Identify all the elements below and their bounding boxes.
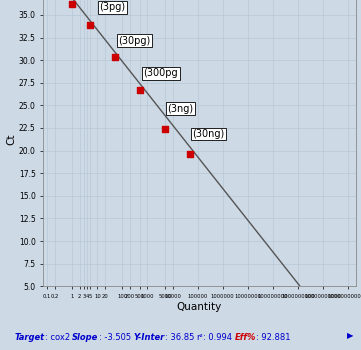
X-axis label: Quantity: Quantity bbox=[177, 302, 222, 312]
Text: r²: r² bbox=[197, 332, 203, 342]
Point bbox=[137, 87, 143, 92]
Text: Y-Inter: Y-Inter bbox=[133, 332, 165, 342]
Text: : -3.505: : -3.505 bbox=[99, 332, 133, 342]
Point bbox=[112, 54, 118, 60]
Text: : 36.85: : 36.85 bbox=[165, 332, 197, 342]
Text: Slope: Slope bbox=[72, 332, 99, 342]
Text: (3ng): (3ng) bbox=[167, 104, 193, 114]
Text: : cox2: : cox2 bbox=[44, 332, 72, 342]
Text: : 0.994: : 0.994 bbox=[203, 332, 235, 342]
Text: (300pg: (300pg bbox=[144, 69, 178, 78]
Text: Eff%: Eff% bbox=[235, 332, 256, 342]
Y-axis label: Ct: Ct bbox=[6, 134, 16, 145]
Point bbox=[69, 1, 75, 7]
Text: : 92.881: : 92.881 bbox=[256, 332, 291, 342]
Text: ▶: ▶ bbox=[347, 331, 353, 340]
Point bbox=[187, 151, 193, 156]
Text: (3pg): (3pg) bbox=[99, 2, 126, 12]
Text: (30pg): (30pg) bbox=[118, 36, 151, 46]
Point bbox=[162, 126, 168, 132]
Text: Target: Target bbox=[14, 332, 44, 342]
Text: (30ng): (30ng) bbox=[192, 129, 224, 139]
Point bbox=[87, 22, 93, 28]
